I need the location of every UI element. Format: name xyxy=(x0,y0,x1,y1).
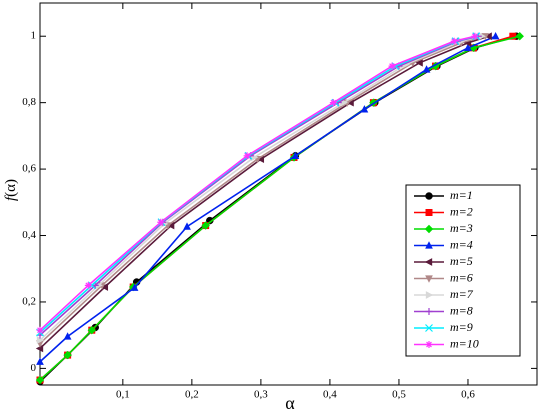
x-tick-label: 0,3 xyxy=(254,389,268,401)
marker xyxy=(36,336,45,345)
legend: m=1 m=2 m=3 m=4 m=5 m=6 m=7 m=8 m=9 m=10 xyxy=(405,184,521,357)
marker xyxy=(291,151,300,159)
marker xyxy=(130,283,139,291)
marker xyxy=(478,32,486,41)
y-tick-label: 0,4 xyxy=(22,229,36,241)
marker xyxy=(415,58,423,67)
marker xyxy=(388,62,396,70)
marker xyxy=(35,344,44,353)
series-line xyxy=(39,35,520,381)
marker xyxy=(100,283,109,291)
y-axis-label-f: f xyxy=(3,195,19,201)
legend-label: m=1 xyxy=(450,188,473,202)
marker xyxy=(346,98,354,107)
y-tick-label: 1 xyxy=(31,30,37,42)
marker xyxy=(36,326,44,334)
marker xyxy=(471,32,479,40)
x-tick-label: 0,2 xyxy=(185,389,199,401)
legend-label: m=4 xyxy=(450,237,473,251)
legend-marker xyxy=(425,291,434,299)
y-axis-label: f(α) xyxy=(3,179,19,201)
series-line xyxy=(39,35,479,336)
marker xyxy=(422,65,431,73)
legend-label: m=8 xyxy=(450,303,473,317)
series-line xyxy=(39,35,482,341)
marker xyxy=(35,375,45,385)
marker xyxy=(63,332,72,340)
marker xyxy=(256,155,265,163)
legend-marker xyxy=(425,209,433,216)
legend-label: m=9 xyxy=(450,320,473,334)
marker xyxy=(166,221,175,230)
marker xyxy=(183,222,191,230)
series-line xyxy=(39,35,476,331)
legend-marker xyxy=(424,224,434,234)
series-line xyxy=(39,35,489,350)
x-tick-label: 0,5 xyxy=(392,389,406,401)
marker xyxy=(63,350,72,360)
x-tick-label: 0,4 xyxy=(323,389,337,401)
marker xyxy=(450,37,458,45)
legend-label: m=5 xyxy=(450,254,473,268)
legend-marker xyxy=(425,192,433,200)
marker xyxy=(87,325,96,335)
legend-marker xyxy=(425,324,433,332)
y-tick-label: 0,2 xyxy=(22,295,36,307)
marker xyxy=(469,43,478,53)
series-line xyxy=(39,35,486,345)
marker xyxy=(157,218,165,226)
legend-marker xyxy=(425,308,433,315)
marker xyxy=(329,99,337,107)
marker xyxy=(515,32,524,41)
legend-marker xyxy=(425,241,433,249)
marker xyxy=(84,281,92,289)
x-tick-label: 0,1 xyxy=(116,389,130,401)
legend-label: m=6 xyxy=(450,270,473,284)
marker xyxy=(491,32,500,40)
legend-label: m=10 xyxy=(450,336,479,350)
marker xyxy=(484,32,492,41)
marker xyxy=(201,221,210,230)
legend-label: m=2 xyxy=(450,204,473,218)
plot-frame xyxy=(39,2,538,386)
legend-marker xyxy=(425,341,433,348)
x-tick-label: 0,6 xyxy=(461,389,475,401)
legend-label: m=7 xyxy=(450,287,474,301)
y-tick-label: 0 xyxy=(31,362,37,374)
y-axis-label-arg: (α) xyxy=(3,179,19,197)
marker xyxy=(36,357,44,365)
marker xyxy=(243,152,251,160)
y-tick-label: 0,8 xyxy=(22,96,36,108)
x-axis-label: α xyxy=(285,393,295,413)
legend-marker xyxy=(425,275,433,283)
y-tick-label: 0,6 xyxy=(22,163,36,175)
legend-label: m=3 xyxy=(450,221,473,235)
marker xyxy=(464,43,472,51)
marker xyxy=(360,105,369,113)
legend-marker xyxy=(424,258,433,266)
